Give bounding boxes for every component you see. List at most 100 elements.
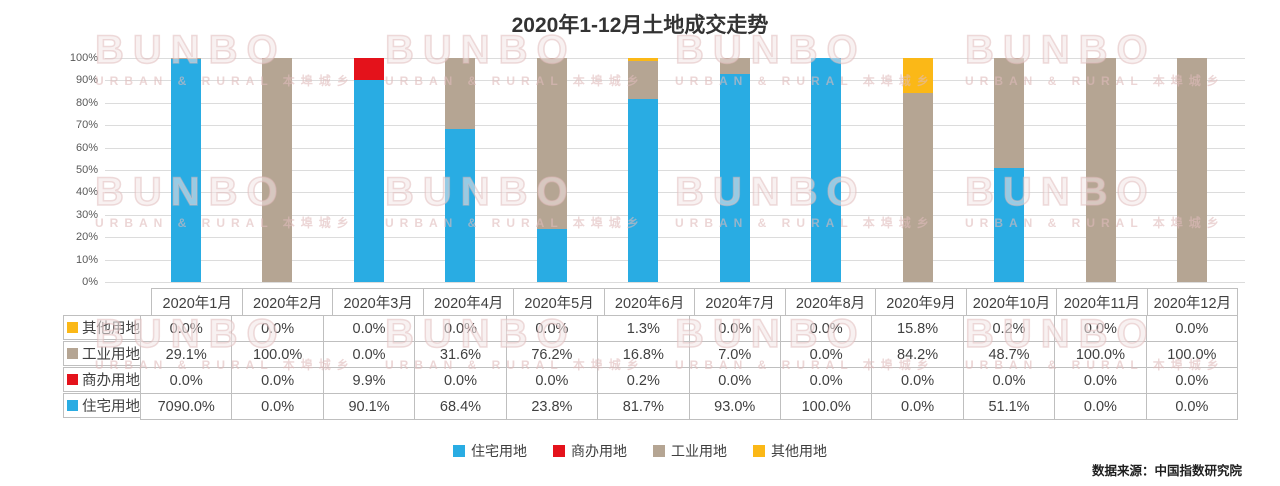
table-value-cell: 15.8% (871, 315, 964, 342)
bar-column (964, 58, 1056, 282)
bar-column (140, 58, 232, 282)
table-value-cell: 48.7% (962, 341, 1056, 368)
bar-column (323, 58, 415, 282)
table-value-cell: 0.0% (779, 367, 873, 394)
y-tick-label: 40% (75, 186, 98, 199)
legend-swatch-icon (753, 445, 765, 457)
table-value-cell: 0.0% (779, 341, 873, 368)
y-tick-label: 90% (75, 74, 98, 87)
table-value-cell: 9.9% (322, 367, 416, 394)
table-header-cell: 2020年6月 (603, 288, 696, 316)
series-swatch-icon (67, 348, 78, 359)
table-value-cell: 0.0% (231, 315, 324, 342)
bar-segment (902, 58, 933, 94)
bar-segment (902, 93, 933, 282)
table-value-cell: 0.0% (414, 367, 507, 394)
table-value-cell: 90.1% (322, 393, 416, 420)
y-tick-label: 30% (75, 208, 98, 221)
legend-swatch-icon (653, 445, 665, 457)
stacked-bar (811, 58, 842, 282)
table-value-cell: 0.0% (322, 315, 416, 342)
bar-column (506, 58, 598, 282)
y-tick-label: 0% (82, 276, 98, 288)
table-header-cell: 2020年2月 (241, 288, 334, 316)
table-value-cell: 81.7% (597, 393, 690, 420)
table-value-cell: 0.0% (871, 393, 964, 420)
bar-segment (628, 58, 659, 61)
table-value-cell: 0.0% (688, 315, 781, 342)
table-value-cell: 0.2% (597, 367, 690, 394)
table-header-cell: 2020年8月 (784, 288, 877, 316)
table-value-cell: 0.0% (231, 393, 324, 420)
y-tick-label: 100% (69, 52, 98, 64)
series-swatch-icon (67, 322, 78, 333)
bar-segment (445, 128, 476, 282)
stacked-bar (262, 58, 293, 282)
bar-segment (536, 228, 567, 282)
legend-item: 其他用地 (753, 441, 827, 461)
table-value-cell: 93.0% (688, 393, 781, 420)
table-value-cell: 100.0% (779, 393, 873, 420)
table-value-cell: 0.0% (322, 341, 416, 368)
stacked-bar (994, 58, 1025, 282)
legend-item: 商办用地 (553, 441, 627, 461)
row-label: 住宅用地 (82, 399, 140, 415)
legend-item: 工业用地 (653, 441, 727, 461)
legend-swatch-icon (553, 445, 565, 457)
table-header-cell: 2020年5月 (513, 288, 605, 316)
bar-column (1055, 58, 1147, 282)
y-tick-label: 80% (75, 96, 98, 109)
legend-label: 住宅用地 (471, 443, 527, 459)
legend-item: 住宅用地 (453, 441, 527, 461)
stacked-bar (1177, 58, 1208, 282)
table-value-cell: 76.2% (505, 341, 599, 368)
table-header-cell: 2020年10月 (965, 288, 1058, 316)
table-value-cell: 0.0% (414, 315, 507, 342)
y-tick-label: 50% (75, 164, 98, 176)
gridline-0 (105, 282, 1245, 283)
row-label: 其他用地 (82, 321, 140, 337)
bars-row (140, 58, 1238, 282)
table-header-cell: 2020年7月 (694, 288, 786, 316)
table-value-cell: 0.0% (505, 315, 599, 342)
bar-segment (719, 58, 750, 74)
table-header-cell: 2020年12月 (1146, 288, 1239, 316)
bar-segment (262, 58, 293, 282)
table-value-cell: 0.0% (1054, 315, 1147, 342)
row-label: 商办用地 (82, 373, 140, 389)
bar-segment (1177, 58, 1208, 282)
table-value-cell: 23.8% (505, 393, 599, 420)
table-value-cell: 100.0% (1054, 341, 1147, 368)
bar-column (1147, 58, 1239, 282)
series-swatch-icon (67, 400, 78, 411)
bar-segment (628, 99, 659, 282)
stacked-bar (445, 58, 476, 282)
table-header-cell: 2020年3月 (332, 288, 424, 316)
table-value-cell: 0.0% (1054, 367, 1147, 394)
legend-label: 其他用地 (771, 443, 827, 459)
row-label: 工业用地 (82, 347, 140, 363)
bar-segment (445, 58, 476, 129)
gridline-80 (105, 102, 1245, 104)
stacked-bar (536, 58, 567, 282)
stacked-bar (902, 58, 933, 282)
gridline-90 (105, 80, 1245, 82)
bar-segment (811, 58, 842, 282)
gridline-30 (105, 214, 1245, 216)
chart-title: 2020年1-12月土地成交走势 (511, 14, 769, 37)
legend-label: 工业用地 (671, 443, 727, 459)
table-row: 商办用地 0.0% 0.0% 9.9% 0.0% 0.0% 0.2% 0.0% 0.0% 0.0%… (63, 367, 1239, 394)
bar-column (598, 58, 690, 282)
bar-segment (170, 58, 201, 59)
table-value-cell: 0.0% (779, 315, 873, 342)
bar-segment (994, 167, 1025, 282)
table-row: 工业用地 29.1% 100.0% 0.0% 31.6% 76.2% 16.8% 7.0% 0.… (63, 341, 1239, 368)
row-label-cell: 住宅用地 (63, 393, 141, 418)
gridline-20 (105, 237, 1245, 239)
table-value-cell: 31.6% (414, 341, 507, 368)
row-label-cell: 商办用地 (63, 367, 141, 392)
table-value-cell: 100.0% (1145, 341, 1239, 368)
table-value-cell: 0.0% (140, 367, 233, 394)
table-value-cell: 0.0% (871, 367, 964, 394)
